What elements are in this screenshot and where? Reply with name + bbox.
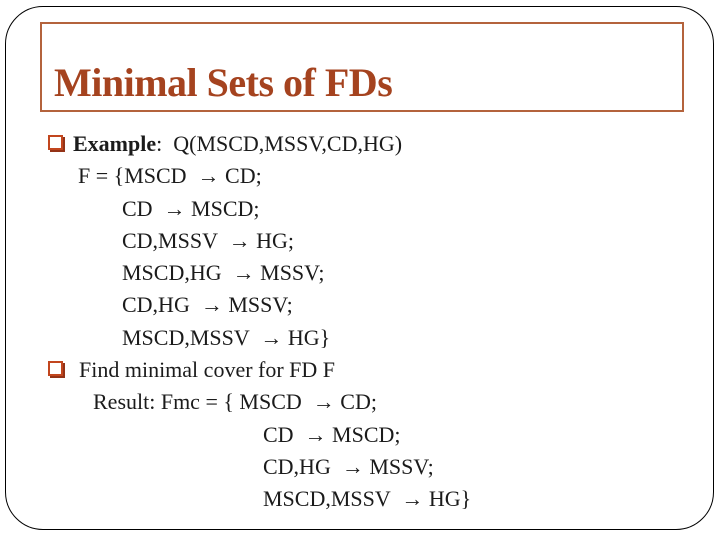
result-intro-line: Result: Fmc = { MSCD → CD; <box>93 389 377 415</box>
bullet-square-icon <box>48 361 63 377</box>
fd-line: CD,MSSV → HG; <box>122 227 294 253</box>
example-heading-line: Example: Q(MSCD,MSSV,CD,HG) <box>46 128 708 160</box>
bullet-square-icon <box>48 135 63 150</box>
fd-line: MSCD,MSSV → HG} <box>122 324 331 350</box>
example-relation-schema: : Q(MSCD,MSSV,CD,HG) <box>156 131 403 156</box>
slide-body: Example: Q(MSCD,MSSV,CD,HG) F = {MSCD → … <box>46 128 708 516</box>
title-box: Minimal Sets of FDs <box>40 22 684 112</box>
task-line: Find minimal cover for FD F <box>46 354 708 386</box>
result-fd-line: MSCD,MSSV → HG} <box>263 486 472 512</box>
example-label: Example <box>73 131 157 156</box>
fd-line: CD → MSCD; <box>122 195 260 221</box>
fd-line: CD,HG → MSSV; <box>122 292 293 318</box>
result-fd-line: CD → MSCD; <box>263 421 401 447</box>
slide-title: Minimal Sets of FDs <box>54 60 393 105</box>
task-text: Find minimal cover for FD F <box>79 357 336 383</box>
fd-set-intro-line: F = {MSCD → CD; <box>78 163 262 189</box>
result-fd-line: CD,HG → MSSV; <box>263 453 434 479</box>
fd-line: MSCD,HG → MSSV; <box>122 260 325 286</box>
